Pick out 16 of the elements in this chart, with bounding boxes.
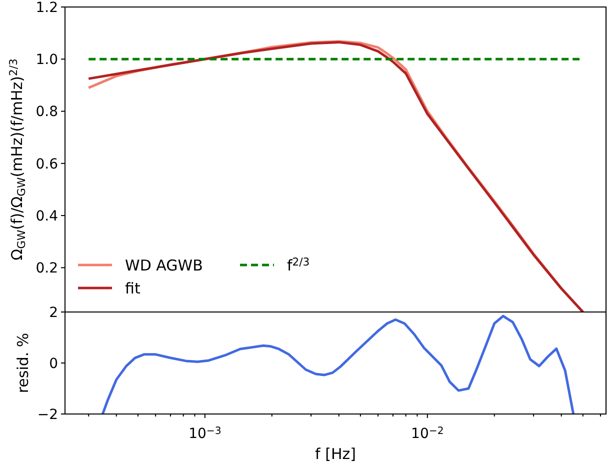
- x-tick-label: 10$^{−2}$: [411, 426, 444, 442]
- y-tick-label: 0.8: [36, 104, 58, 120]
- x-axis-title: f [Hz]: [315, 445, 356, 463]
- y-tick-label: 0.2: [36, 260, 58, 277]
- y-tick-label: 0.4: [36, 208, 58, 224]
- y-tick-label: 0.6: [36, 156, 58, 172]
- legend-label: f$^{2/3}$: [287, 255, 310, 274]
- legend-label: fit: [125, 279, 140, 298]
- x-tick-label: 10$^{−3}$: [188, 426, 222, 442]
- legend-label: WD AGWB: [125, 256, 203, 274]
- y-tick-label: 1.2: [36, 0, 58, 16]
- y-tick-label: 2: [49, 304, 58, 321]
- y-axis-title: resid. %: [14, 332, 32, 394]
- y-tick-label: 0: [49, 356, 58, 372]
- y-tick-label: 1.0: [36, 52, 58, 68]
- y-tick-label: −2: [37, 406, 58, 423]
